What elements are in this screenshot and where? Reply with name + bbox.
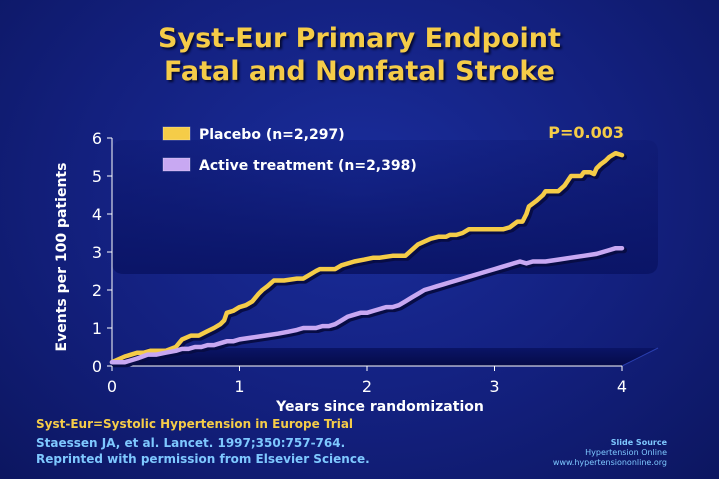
x-tick-label: 3: [489, 377, 499, 396]
x-tick-label: 2: [362, 377, 372, 396]
x-tick-label: 0: [107, 377, 117, 396]
slide-source: Slide Source Hypertension Online www.hyp…: [553, 438, 667, 468]
y-tick-label: 1: [92, 319, 102, 338]
y-tick-label: 3: [92, 243, 102, 262]
chart-floor-edge: [621, 347, 659, 367]
legend-swatch-2: [162, 157, 191, 172]
y-tick-label: 2: [92, 281, 102, 300]
x-axis-title: Years since randomization: [275, 399, 484, 415]
p-value-annotation: P=0.003: [548, 123, 624, 142]
y-tick-label: 5: [92, 167, 102, 186]
series-line-1: [109, 150, 625, 365]
slide-source-url: www.hypertensiononline.org: [552, 458, 667, 467]
x-tick-label: 4: [617, 377, 627, 396]
y-tick-label: 4: [92, 205, 102, 224]
slide-title: Syst-Eur Primary Endpoint Fatal and Nonf…: [0, 22, 719, 88]
title-line-1: Syst-Eur Primary Endpoint: [158, 23, 561, 54]
slide-source-title: Slide Source: [610, 438, 667, 447]
slide-source-name: Hypertension Online: [585, 448, 667, 457]
legend-swatch-1: [162, 126, 191, 141]
y-tick-label: 6: [92, 129, 102, 148]
citation: Staessen JA, et al. Lancet. 1997;350:757…: [36, 435, 370, 467]
citation-line-2: Reprinted with permission from Elsevier …: [36, 452, 370, 466]
y-tick-label: 0: [92, 357, 102, 376]
legend-label-1: Placebo (n=2,297): [199, 127, 345, 143]
footnote: Syst-Eur=Systolic Hypertension in Europe…: [36, 417, 354, 431]
chart-back-panel: [112, 140, 658, 274]
x-tick-label: 1: [234, 377, 244, 396]
series-line-2: [109, 245, 625, 365]
title-line-2: Fatal and Nonfatal Stroke: [164, 56, 555, 87]
y-axis-title: Events per 100 patients: [54, 163, 70, 352]
legend-label-2: Active treatment (n=2,398): [199, 158, 417, 174]
chart-floor: [112, 348, 658, 366]
citation-line-1: Staessen JA, et al. Lancet. 1997;350:757…: [36, 436, 346, 450]
